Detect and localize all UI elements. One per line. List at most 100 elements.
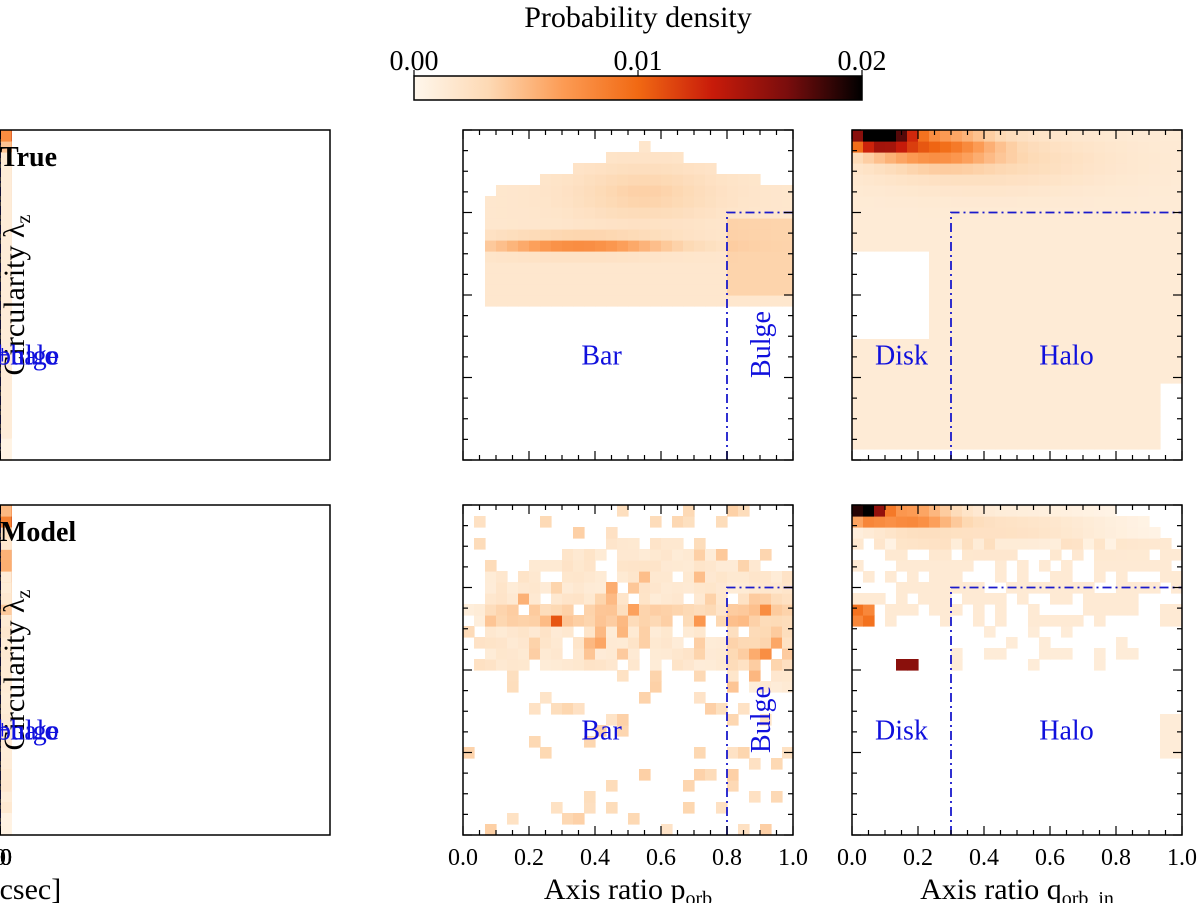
heatmap-cell — [606, 229, 618, 241]
heatmap-cell — [973, 185, 985, 197]
heatmap-cell — [1050, 207, 1062, 219]
heatmap-cell — [716, 802, 728, 814]
heatmap-cell — [694, 549, 706, 561]
heatmap-cell — [885, 218, 897, 230]
heatmap-cell — [1028, 538, 1040, 550]
heatmap-cell — [672, 593, 684, 605]
heatmap-cell — [650, 196, 662, 208]
x-axis-label: Axis ratio qorb, in — [920, 873, 1114, 903]
heatmap-cell — [661, 229, 673, 241]
heatmap-cell — [650, 163, 662, 175]
x-axis-label-sub: orb — [685, 888, 712, 903]
heatmap-cell — [929, 405, 941, 417]
heatmap-cell — [694, 196, 706, 208]
heatmap-cell — [1050, 339, 1062, 351]
heatmap-cell — [551, 615, 563, 627]
heatmap-cell — [749, 240, 761, 252]
heatmap-cell — [782, 229, 794, 241]
heatmap-cell — [995, 350, 1007, 362]
heatmap-cell — [474, 604, 486, 616]
heatmap-cell — [929, 130, 941, 142]
heatmap-cell — [1105, 383, 1117, 395]
heatmap-cell — [606, 802, 618, 814]
heatmap-cell — [973, 505, 985, 517]
heatmap-cell — [727, 659, 739, 671]
heatmap-cell — [1116, 383, 1128, 395]
heatmap-cell — [507, 626, 519, 638]
heatmap-cell — [749, 670, 761, 682]
heatmap-cell — [984, 372, 996, 384]
heatmap-cell — [474, 516, 486, 528]
heatmap-cell — [0, 615, 12, 627]
heatmap-cell — [661, 284, 673, 296]
heatmap-cell — [0, 372, 12, 384]
heatmap-cell — [1061, 626, 1073, 638]
heatmap-cell — [617, 725, 629, 737]
heatmap-cell — [1028, 163, 1040, 175]
heatmap-cell — [1028, 405, 1040, 417]
heatmap-cell — [1149, 152, 1161, 164]
heatmap-cell — [683, 802, 695, 814]
heatmap-cell — [1105, 438, 1117, 450]
heatmap-cell — [863, 240, 875, 252]
heatmap-cell — [617, 538, 629, 550]
heatmap-cell — [1149, 538, 1161, 550]
heatmap-cell — [617, 229, 629, 241]
heatmap-cell — [1050, 141, 1062, 153]
heatmap-cell — [863, 207, 875, 219]
heatmap-cell — [951, 648, 963, 660]
heatmap-cell — [716, 185, 728, 197]
heatmap-cell — [929, 394, 941, 406]
heatmap-cell — [1083, 262, 1095, 274]
heatmap-cell — [540, 582, 552, 594]
heatmap-cell — [896, 405, 908, 417]
heatmap-cell — [705, 637, 717, 649]
heatmap-cell — [1116, 273, 1128, 285]
heatmap-cell — [1028, 240, 1040, 252]
heatmap-cell — [562, 240, 574, 252]
heatmap-cell — [874, 372, 886, 384]
heatmap-cell — [727, 218, 739, 230]
heatmap-cell — [1127, 240, 1139, 252]
region-label-disk: Bar+bulge — [0, 340, 59, 371]
heatmap-cell — [1138, 527, 1150, 539]
heatmap-cell — [973, 438, 985, 450]
heatmap-cell — [474, 637, 486, 649]
heatmap-cell — [474, 615, 486, 627]
heatmap-cell — [1138, 152, 1150, 164]
heatmap-cell — [771, 626, 783, 638]
heatmap-cell — [973, 427, 985, 439]
heatmap-cell — [650, 218, 662, 230]
heatmap-cell — [0, 527, 12, 539]
heatmap-cell — [940, 273, 952, 285]
heatmap-cell — [540, 692, 552, 704]
heatmap-cell — [628, 251, 640, 263]
heatmap-cell — [940, 196, 952, 208]
heatmap-cell — [1039, 196, 1051, 208]
heatmap-cell — [683, 251, 695, 263]
heatmap-cell — [1050, 152, 1062, 164]
heatmap-cell — [694, 273, 706, 285]
heatmap-cell — [518, 637, 530, 649]
heatmap-cell — [782, 615, 794, 627]
heatmap-cell — [518, 185, 530, 197]
heatmap-cell — [562, 218, 574, 230]
heatmap-cell — [1094, 427, 1106, 439]
heatmap-cell — [951, 571, 963, 583]
heatmap-cell — [973, 394, 985, 406]
heatmap-cell — [852, 538, 864, 550]
heatmap-cell — [863, 427, 875, 439]
heatmap-cell — [518, 648, 530, 660]
heatmap-cell — [940, 163, 952, 175]
heatmap-cell — [995, 372, 1007, 384]
heatmap-cell — [617, 218, 629, 230]
heatmap-cell — [896, 604, 908, 616]
heatmap-cell — [973, 405, 985, 417]
heatmap-cell — [1105, 593, 1117, 605]
heatmap-cell — [1083, 229, 1095, 241]
heatmap-cell — [1006, 328, 1018, 340]
heatmap-cell — [595, 207, 607, 219]
heatmap-cell — [1039, 229, 1051, 241]
heatmap-cell — [650, 659, 662, 671]
heatmap-cell — [617, 670, 629, 682]
